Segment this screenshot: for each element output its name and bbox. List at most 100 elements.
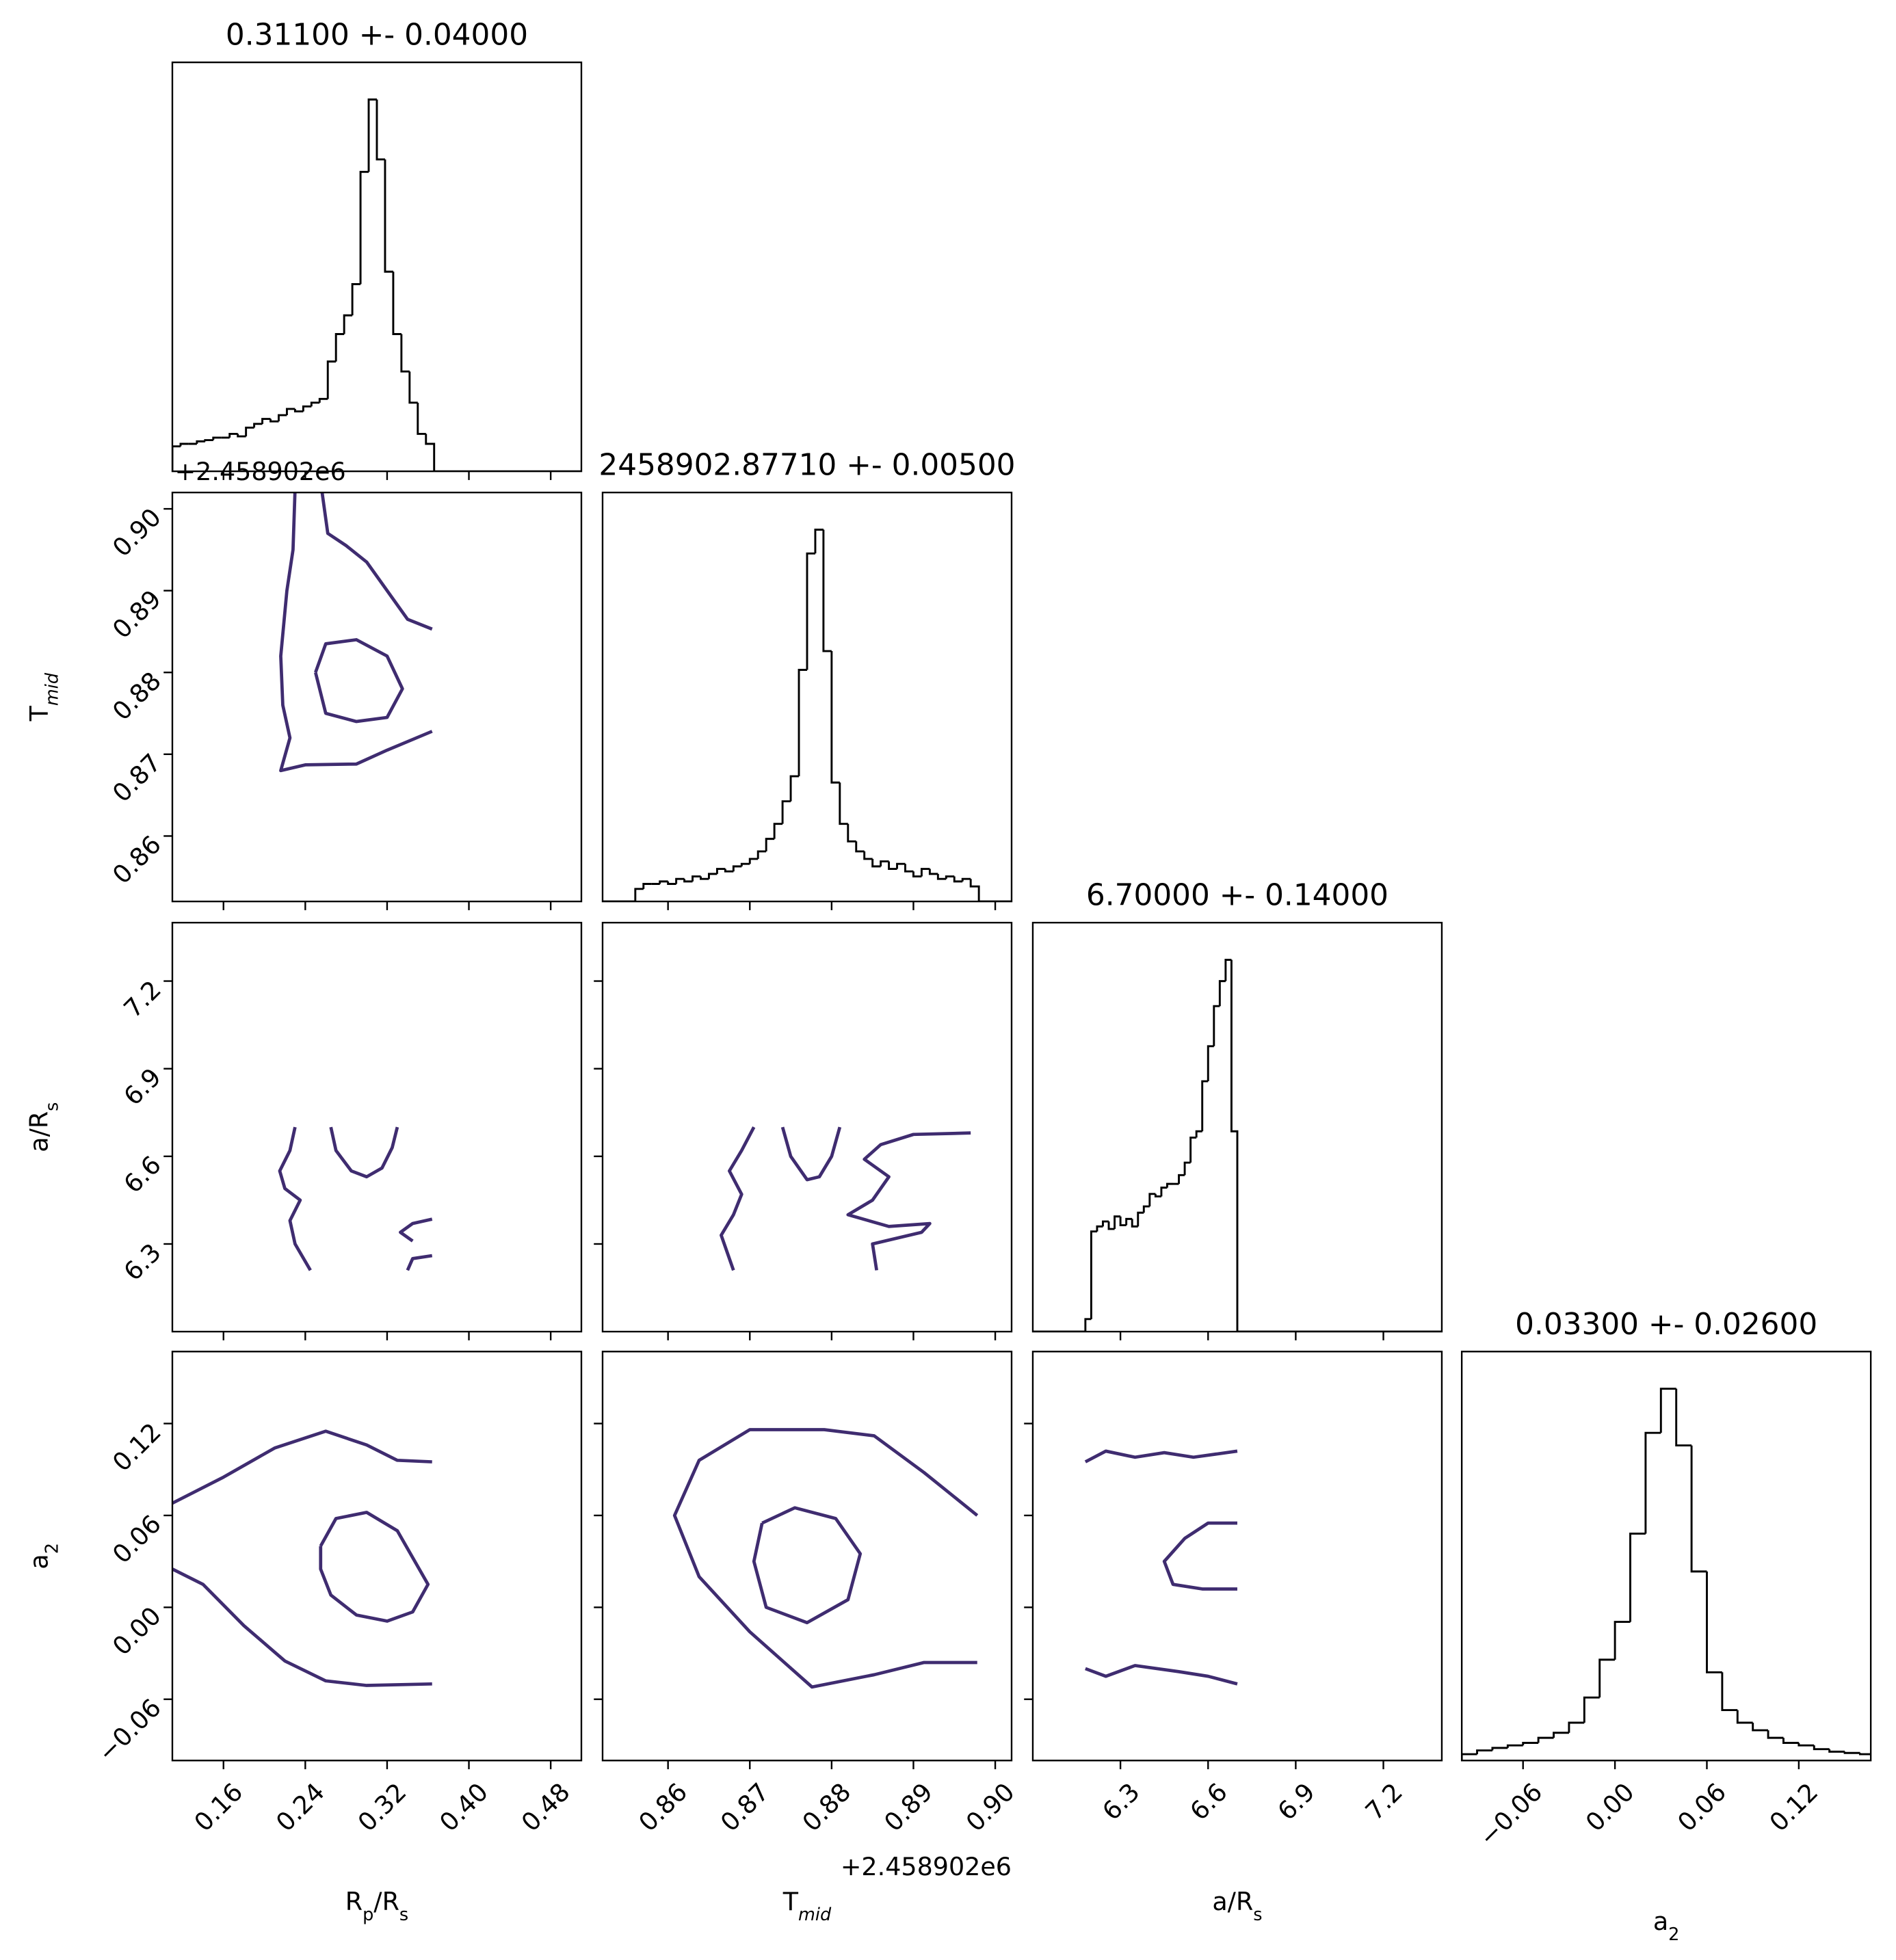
histogram-bin — [1798, 1743, 1815, 1747]
histogram-bin — [700, 876, 709, 880]
histogram-bin — [334, 333, 345, 362]
histogram-bin — [683, 879, 693, 883]
x-tick-label: 0.12 — [1764, 1777, 1824, 1838]
histogram-bin — [1583, 1696, 1600, 1723]
histogram-bin — [1166, 1182, 1174, 1188]
contour — [720, 1126, 756, 1271]
contour — [319, 1511, 430, 1623]
x-tick-label: 0.40 — [434, 1777, 494, 1838]
y-tick-label: 0.86 — [107, 830, 167, 890]
axis-label-part: a/R — [25, 1111, 54, 1152]
histogram-bin — [888, 861, 897, 871]
histogram-bin — [1614, 1621, 1631, 1660]
histogram-bin — [1675, 1388, 1692, 1447]
axis-label: a/Rs — [1212, 1887, 1262, 1925]
axis-label: a/Rs — [25, 1102, 63, 1152]
histogram-bin — [1213, 1005, 1220, 1046]
x-tick-label: 7.2 — [1360, 1777, 1408, 1826]
panel-content — [1032, 959, 1442, 1332]
histogram-bin — [392, 272, 401, 335]
x-tick-label: 0.89 — [878, 1777, 938, 1838]
offset-label: +2.458902e6 — [175, 457, 346, 486]
histogram-bin — [1096, 1225, 1103, 1232]
histogram-bin — [1629, 1533, 1646, 1622]
axis-label-part: a — [25, 1554, 54, 1569]
histogram-bin — [863, 851, 873, 860]
histogram-bin — [400, 334, 410, 373]
panel-content — [672, 1428, 979, 1689]
histogram-bin — [1119, 1216, 1127, 1227]
histogram-bin — [961, 877, 971, 882]
y-tick-label: 0.06 — [107, 1509, 167, 1570]
y-tick-label: 0.87 — [107, 748, 167, 808]
histogram-bin — [285, 408, 295, 416]
panel-content — [278, 1126, 433, 1271]
contour — [1084, 1449, 1238, 1464]
histogram-bin — [1752, 1723, 1769, 1732]
histogram-bin — [822, 529, 832, 652]
histogram-bin — [1659, 1388, 1676, 1433]
y-tick-label: 6.9 — [118, 1062, 167, 1111]
axis-label-part: mid — [42, 672, 63, 706]
histogram-bin — [871, 858, 881, 868]
contour — [172, 1567, 432, 1687]
histogram-bin — [1706, 1571, 1722, 1673]
contour — [279, 492, 433, 773]
histogram-bin — [1084, 1318, 1092, 1332]
x-tick-label: 6.9 — [1272, 1777, 1321, 1826]
histogram-bin — [417, 402, 426, 435]
histogram-bin — [724, 869, 734, 873]
histogram-bin — [228, 432, 238, 438]
panel-frame — [1031, 1351, 1443, 1762]
axis-label-part: /R — [373, 1887, 399, 1916]
axis-label: a2 — [25, 1543, 63, 1570]
histogram-bin — [675, 877, 685, 884]
contour — [399, 1217, 433, 1243]
x-tick-label: 0.87 — [715, 1777, 775, 1838]
y-tick-label: 0.12 — [107, 1417, 167, 1477]
histogram-bin — [1131, 1219, 1138, 1228]
histogram-bin — [269, 419, 279, 423]
axis-label-part: s — [1253, 1905, 1262, 1925]
histogram-bin — [732, 865, 742, 872]
panel-title: 6.70000 +- 0.14000 — [1086, 878, 1388, 913]
histogram-bin — [830, 651, 840, 784]
axis-label-part: s — [42, 1102, 63, 1111]
histogram-bin — [1767, 1730, 1784, 1739]
axis-label: a2 — [1653, 1907, 1680, 1945]
histogram-bin — [1107, 1221, 1115, 1230]
contour — [672, 1428, 979, 1689]
contour — [406, 1254, 433, 1271]
y-tick-label: 0.00 — [107, 1601, 167, 1661]
y-tick-label: 0.89 — [107, 584, 167, 644]
histogram-bin — [302, 405, 312, 412]
histogram-bin — [953, 876, 963, 883]
histogram-bin — [376, 99, 385, 161]
axis-label-part: T — [25, 705, 54, 721]
histogram-bin — [708, 873, 717, 879]
axis-label: Tmid — [782, 1887, 832, 1925]
y-tick-label: 6.3 — [118, 1238, 167, 1286]
histogram-bin — [359, 170, 369, 284]
offset-label: +2.458902e6 — [841, 1852, 1012, 1881]
histogram-bin — [969, 879, 980, 902]
contour — [320, 492, 433, 631]
histogram-bin — [1201, 1080, 1209, 1132]
panel-content — [1462, 1388, 1871, 1761]
contour — [278, 1126, 312, 1271]
axis-label-part: s — [399, 1905, 408, 1925]
histogram-bin — [204, 439, 213, 442]
histogram-bin — [425, 434, 436, 472]
axis-label-part: a — [1653, 1907, 1668, 1936]
x-tick-label: 6.3 — [1096, 1777, 1145, 1826]
histogram-bin — [1224, 959, 1232, 981]
histogram-bin — [1736, 1710, 1753, 1724]
histogram-bin — [179, 442, 189, 447]
histogram-bin — [1189, 1136, 1197, 1163]
histogram-bin — [1491, 1747, 1508, 1751]
histogram-bin — [773, 823, 783, 839]
panel-frame — [171, 921, 583, 1333]
panel-frame — [1031, 921, 1443, 1333]
panel-frame — [601, 491, 1013, 903]
